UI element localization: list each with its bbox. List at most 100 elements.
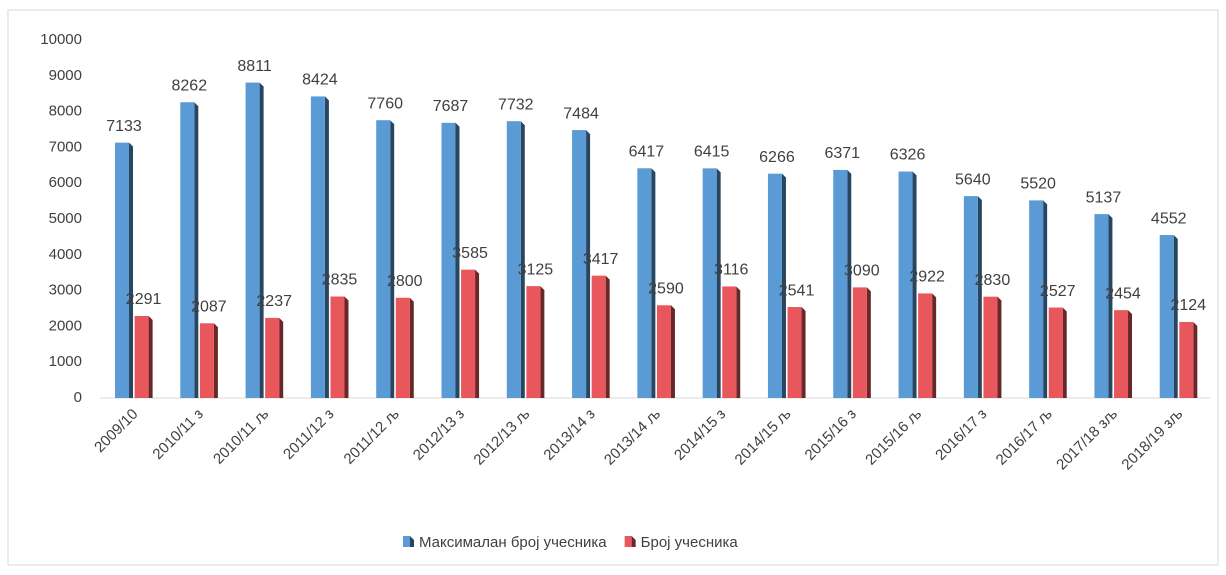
y-tick-label: 2000 [49,317,82,334]
bar-side [1193,321,1198,398]
value-label: 5520 [1020,176,1056,193]
bar-side [279,317,284,398]
bar [245,82,260,399]
bar [441,122,456,399]
bar [310,96,325,398]
bar [656,305,671,398]
value-label: 7732 [498,96,534,113]
bar [591,275,606,398]
value-label: 8424 [302,72,338,89]
bar [1114,310,1129,398]
value-label: 3125 [518,261,554,278]
legend-swatch-side [410,536,414,547]
bar-side [932,293,937,398]
value-label: 7760 [367,95,403,112]
bar-side [213,323,218,398]
bar [898,171,913,398]
bar [983,296,998,398]
bar [461,269,476,398]
legend-swatch [624,536,632,547]
y-tick-label: 7000 [49,138,82,155]
bar-side [586,130,591,398]
bar-side [1043,200,1048,398]
y-tick-label: 4000 [49,246,82,263]
bar [180,102,195,398]
value-label: 6415 [694,144,730,161]
value-label: 2527 [1040,283,1076,300]
bar-side [912,171,917,398]
y-tick-label: 6000 [49,174,82,191]
bar-side [148,315,153,398]
legend-swatch [403,536,410,547]
value-label: 6371 [824,145,860,162]
value-label: 6417 [629,143,665,160]
bar [526,286,541,398]
bar [787,307,802,398]
bar [852,287,867,398]
bar-side [997,296,1002,398]
bar-side [866,287,871,398]
bar [722,286,737,398]
bar-side [1128,310,1133,398]
bar-side [801,307,806,398]
bar [918,293,933,398]
value-label: 3585 [452,245,488,262]
value-label: 2835 [322,272,358,289]
bar [963,196,978,398]
value-label: 8811 [237,58,272,75]
bar [1048,307,1063,398]
value-label: 6266 [759,149,795,166]
value-label: 3417 [583,251,619,268]
bar [1094,214,1109,398]
bar [199,323,214,398]
bar [1159,235,1174,398]
bar [1179,321,1194,398]
value-label: 2541 [779,282,815,299]
y-tick-label: 8000 [49,103,82,120]
bar-side [344,296,349,398]
bar-side [409,297,414,398]
legend-label: Максималан број учесника [419,534,607,551]
y-tick-label: 5000 [49,210,82,227]
value-label: 2124 [1171,297,1207,314]
value-label: 8262 [172,77,208,94]
value-label: 3090 [844,263,880,280]
bar-side [847,169,852,398]
value-label: 5640 [955,171,991,188]
value-label: 2590 [648,280,684,297]
y-tick-label: 3000 [49,282,82,299]
bar-side [977,196,982,398]
value-label: 2922 [909,269,945,286]
value-label: 7133 [106,118,142,135]
bar [572,130,587,398]
bar-side [259,82,264,399]
bar [395,297,410,398]
bar [637,168,652,398]
bar [265,317,280,398]
y-tick-label: 0 [74,389,82,406]
bar-side [1062,307,1067,398]
legend-swatch-side [631,536,636,547]
bar-side [520,121,525,398]
bar [330,296,345,398]
y-tick-label: 1000 [49,353,82,370]
value-label: 2237 [256,293,292,310]
y-tick-label: 10000 [40,31,82,48]
legend-label: Број учесника [641,534,739,551]
bar-side [1173,235,1178,398]
value-label: 6326 [890,147,926,164]
bar-side [736,286,741,398]
bar-side [194,102,199,398]
bar-side [390,120,395,398]
bar [702,168,717,398]
value-label: 7484 [563,105,599,122]
value-label: 3116 [714,262,749,279]
bar [376,120,391,398]
bar-side [1108,214,1113,398]
value-label: 7687 [433,98,469,115]
y-tick-label: 9000 [49,67,82,84]
bar [1029,200,1044,398]
bar [134,315,149,398]
bar [115,142,130,398]
